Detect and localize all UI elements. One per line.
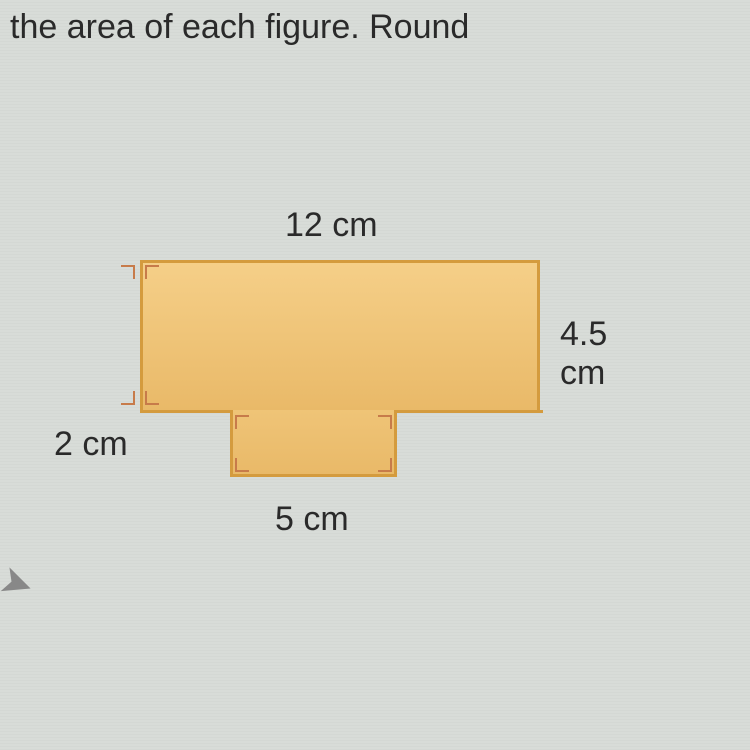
cursor-icon: ➤ bbox=[0, 556, 40, 611]
right-angle-mark bbox=[121, 391, 135, 405]
right-angle-mark bbox=[145, 265, 159, 279]
upper-rectangle bbox=[140, 260, 540, 410]
right-angle-mark bbox=[145, 391, 159, 405]
label-left-small: 2 cm bbox=[54, 425, 128, 464]
right-angle-mark bbox=[235, 458, 249, 472]
edge-segment bbox=[140, 410, 233, 413]
right-angle-mark bbox=[378, 415, 392, 429]
right-angle-mark bbox=[378, 458, 392, 472]
label-right: 4.5 cm bbox=[560, 315, 660, 393]
right-angle-mark bbox=[235, 415, 249, 429]
problem-prompt: the area of each figure. Round bbox=[10, 8, 469, 47]
right-angle-mark bbox=[121, 265, 135, 279]
edge-segment bbox=[394, 410, 543, 413]
label-top: 12 cm bbox=[285, 206, 378, 245]
geometry-figure: 12 cm 4.5 cm 2 cm 5 cm bbox=[60, 200, 660, 650]
lower-rectangle bbox=[230, 410, 397, 477]
label-bottom-small: 5 cm bbox=[275, 500, 349, 539]
